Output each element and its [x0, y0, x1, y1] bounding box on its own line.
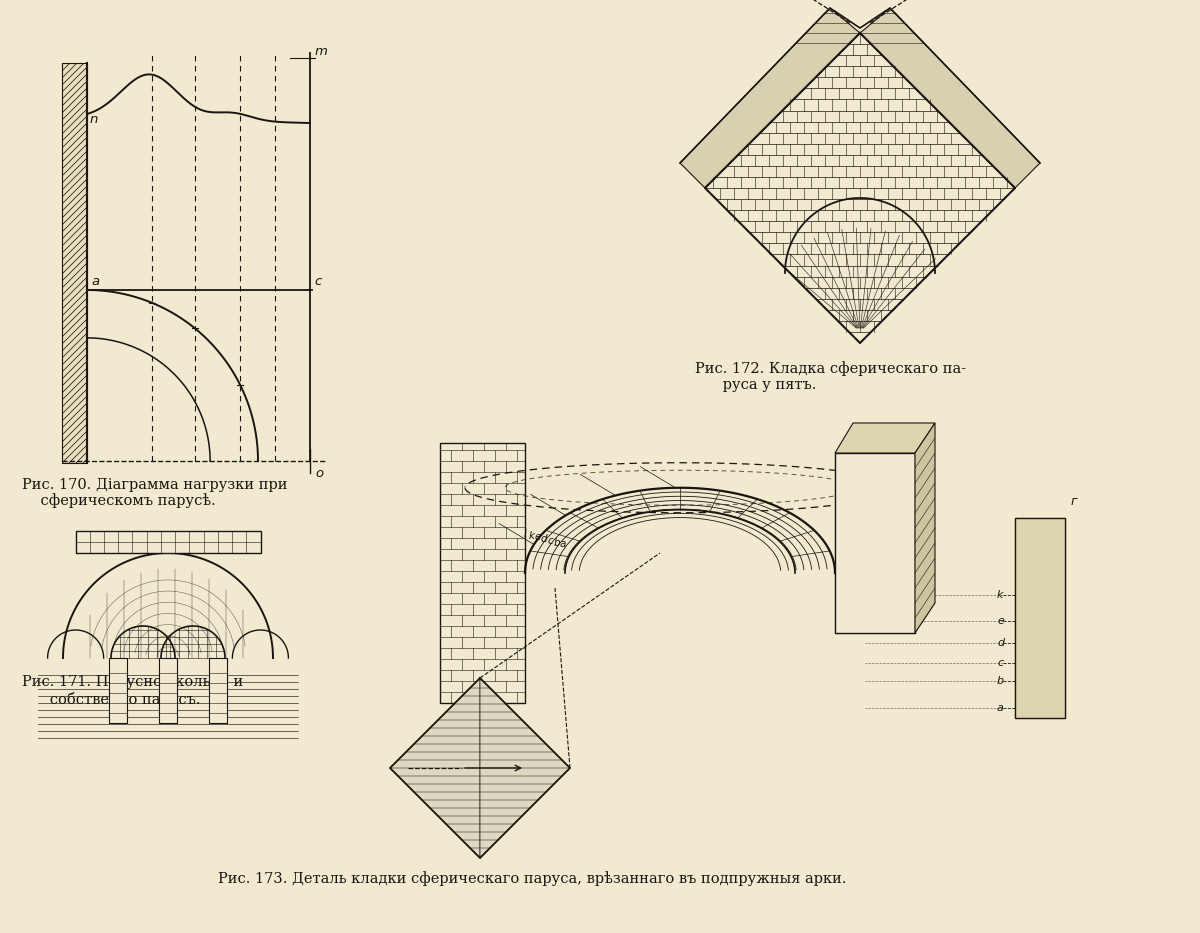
Bar: [1015, 518, 1066, 718]
Polygon shape: [860, 8, 1040, 188]
Text: г: г: [1072, 495, 1078, 508]
Text: o: o: [314, 467, 323, 480]
Text: d: d: [541, 534, 547, 544]
Polygon shape: [390, 678, 480, 858]
Bar: [440, 443, 526, 703]
Text: a: a: [559, 539, 566, 550]
Polygon shape: [835, 423, 935, 453]
Text: сферическомъ парусѣ.: сферическомъ парусѣ.: [22, 493, 216, 508]
Text: a: a: [91, 275, 100, 288]
Polygon shape: [680, 8, 860, 188]
Bar: [1015, 518, 1066, 718]
Text: m: m: [314, 45, 328, 58]
Text: a: a: [997, 703, 1004, 713]
Text: b: b: [997, 676, 1004, 686]
Bar: [109, 658, 127, 723]
Text: b: b: [553, 537, 560, 548]
Text: i: i: [524, 529, 527, 539]
Text: c: c: [547, 536, 553, 546]
Bar: [835, 453, 916, 633]
Text: k: k: [997, 590, 1003, 600]
Text: d: d: [997, 638, 1004, 648]
Bar: [76, 531, 260, 553]
Text: e: e: [534, 533, 541, 542]
Text: собственно парусъ.: собственно парусъ.: [22, 692, 200, 707]
Text: руса у пятъ.: руса у пятъ.: [695, 378, 816, 392]
Polygon shape: [480, 678, 570, 858]
Bar: [209, 658, 227, 723]
Bar: [62, 63, 88, 463]
Text: Рис. 173. Деталь кладки сферическаго паруса, врѣзаннаго въ подпружныя арки.: Рис. 173. Деталь кладки сферическаго пар…: [218, 871, 846, 885]
Text: k: k: [528, 531, 534, 540]
Text: c: c: [314, 275, 322, 288]
Text: e: e: [997, 616, 1004, 626]
Bar: [158, 658, 178, 723]
Text: Рис. 170. Діаграмма нагрузки при: Рис. 170. Діаграмма нагрузки при: [22, 478, 288, 492]
Text: Рис. 172. Кладка сферическаго па-: Рис. 172. Кладка сферическаго па-: [695, 361, 966, 376]
Text: n: n: [90, 113, 98, 126]
Text: c: c: [997, 658, 1003, 668]
Bar: [835, 453, 916, 633]
Polygon shape: [916, 423, 935, 633]
Text: Рис. 171. Парусное кольцо и: Рис. 171. Парусное кольцо и: [22, 675, 244, 689]
